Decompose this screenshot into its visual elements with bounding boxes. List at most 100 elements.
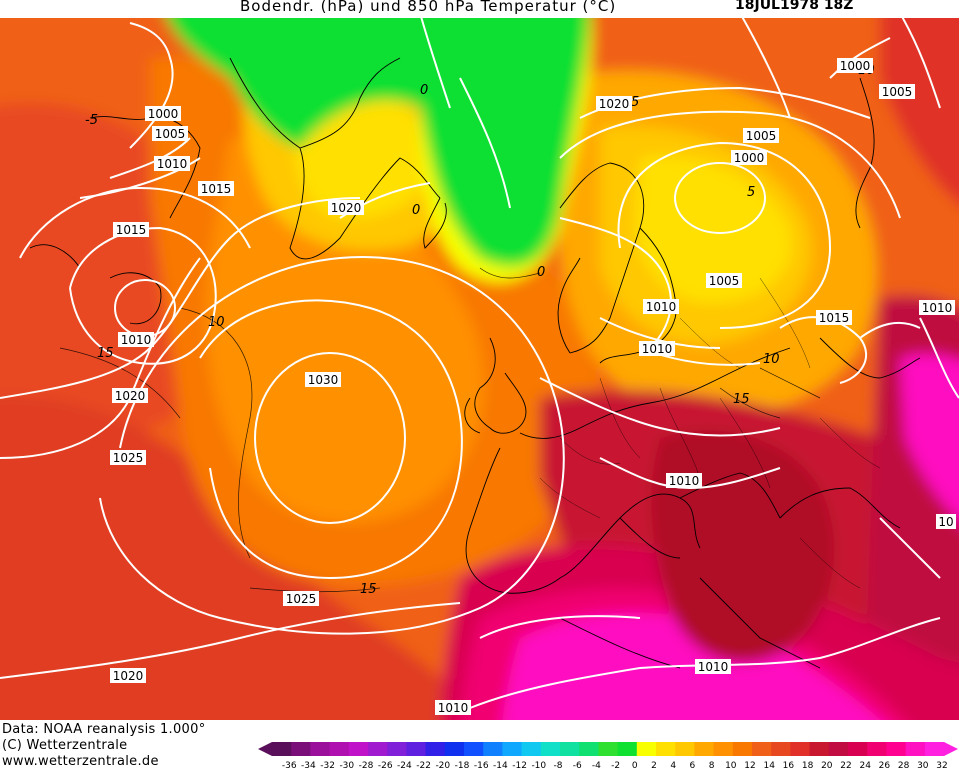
legend-swatch	[560, 742, 580, 756]
isobar-label-text: 1010	[121, 333, 152, 347]
map-title: Bodendr. (hPa) und 850 hPa Temperatur (°…	[240, 0, 617, 15]
legend-tick-label: 14	[763, 761, 775, 770]
legend-tick-label: -24	[397, 761, 412, 770]
isobar-label: 1000	[731, 150, 767, 165]
legend-tick-label: 20	[821, 761, 833, 770]
isobar-label: 1010	[666, 473, 702, 488]
legend-tick-label: 22	[840, 761, 851, 770]
legend-tick-label: -14	[493, 761, 508, 770]
legend-swatch	[540, 742, 561, 756]
isobar-label-text: 1000	[840, 59, 871, 73]
isobar-label: 1010	[639, 341, 675, 356]
isobar-label-text: 1025	[113, 451, 144, 465]
isobar-label: 1010	[695, 659, 731, 674]
legend-tick-label: 32	[936, 761, 947, 770]
isobar-label: 1000	[837, 58, 873, 73]
isobar-label-text: 1015	[116, 223, 147, 237]
legend-swatch	[694, 742, 715, 756]
isobar-label-text: 1000	[148, 107, 179, 121]
legend-swatch	[272, 742, 292, 756]
isobar-label: 1015	[816, 310, 852, 325]
legend-swatch	[713, 742, 734, 756]
isobar-label-text: 1025	[286, 592, 317, 606]
legend-tick-label: -8	[554, 761, 563, 770]
legend-tick-label: -16	[474, 761, 489, 770]
legend-tick-label: -22	[416, 761, 431, 770]
isotherm-label: 0	[537, 265, 545, 280]
legend-swatch	[368, 742, 388, 756]
legend-swatch	[521, 742, 542, 756]
legend-tick-label: 6	[690, 761, 696, 770]
temperature-labels: 10 15 15 0 0 0 5 5 -5 10 15 10	[85, 63, 875, 597]
legend-tick-label: 28	[898, 761, 910, 770]
legend-tick-label: 8	[709, 761, 715, 770]
isobar-label-text: 1015	[201, 182, 232, 196]
legend-swatch	[886, 742, 907, 756]
isobar-label-text: 1010	[438, 701, 469, 715]
isobar-label: 1010	[643, 299, 679, 314]
legend-tick-label: 12	[744, 761, 755, 770]
isobar-label: 1010	[118, 332, 154, 347]
legend-tick-label: 4	[670, 761, 676, 770]
isobar-label-text: 1010	[669, 474, 700, 488]
legend-swatch	[867, 742, 887, 756]
isobar-label: 1020	[112, 388, 148, 403]
isotherm-label: 5	[631, 95, 639, 110]
legend-swatch	[502, 742, 523, 756]
isotherm-label: 10	[208, 315, 225, 330]
website-url: www.wetterzentrale.de	[2, 754, 159, 769]
isobar-label: 1015	[113, 222, 149, 237]
legend-swatch	[444, 742, 465, 756]
legend-tick-label: -36	[282, 761, 297, 770]
isobar-label: 1005	[706, 273, 742, 288]
isobar-label-text: 1020	[331, 201, 362, 215]
isobar-label: 1025	[110, 450, 146, 465]
legend-swatch	[425, 742, 446, 756]
legend-swatch	[828, 742, 849, 756]
legend-swatch	[675, 742, 695, 756]
isobar-label: 1010	[154, 156, 190, 171]
map-title-bar: Bodendr. (hPa) und 850 hPa Temperatur (°…	[0, 0, 959, 18]
isobar-label: 1005	[152, 126, 188, 141]
isobar-label-text: 1015	[819, 311, 850, 325]
isobar-label-text: 1000	[734, 151, 765, 165]
legend-swatch	[579, 742, 599, 756]
isobar-label: 1020	[110, 668, 146, 683]
temperature-isotherms	[59, 267, 821, 593]
legend-swatch	[598, 742, 619, 756]
isotherm-label: 0	[412, 203, 420, 218]
legend-tick-label: 2	[651, 761, 657, 770]
temperature-field	[0, 18, 959, 720]
legend-swatch	[636, 742, 657, 756]
copyright: (C) Wetterzentrale	[2, 738, 128, 753]
legend-swatch	[464, 742, 484, 756]
legend-arrow-left	[258, 742, 272, 756]
isotherm-label: -5	[85, 113, 98, 128]
legend-swatch	[406, 742, 427, 756]
temperature-pressure-map: 10 15 15 0 0 0 5 5 -5 10 15 10 100010051…	[0, 18, 959, 720]
isobar-label-text: 1005	[709, 274, 740, 288]
isobar-label-text: 1010	[646, 300, 677, 314]
isobar-label: 1025	[283, 591, 319, 606]
pressure-labels: 1000100510101015101510101020102010301025…	[110, 58, 956, 715]
legend-tick-label: -12	[512, 761, 527, 770]
legend-swatch	[752, 742, 772, 756]
isotherm-label: 15	[97, 346, 114, 361]
map-date: 18JUL1978 18Z	[735, 0, 854, 13]
isobar-label-text: 1020	[115, 389, 146, 403]
legend-tick-label: -20	[435, 761, 450, 770]
legend-swatch	[905, 742, 926, 756]
isotherm-label: 15	[360, 582, 377, 597]
isobar-label-text: 1020	[113, 669, 144, 683]
isobar-label-text: 1030	[308, 373, 339, 387]
legend-swatch	[771, 742, 791, 756]
isotherm-label: 15	[733, 392, 750, 407]
isotherm-label: 10	[763, 352, 780, 367]
isobar-label-text: 1005	[155, 127, 186, 141]
isobar-label-text: 1005	[882, 85, 913, 99]
data-source: Data: NOAA reanalysis 1.000°	[2, 722, 206, 737]
legend-tick-label: 10	[725, 761, 737, 770]
legend-tick-label: 26	[879, 761, 891, 770]
legend-swatch	[732, 742, 753, 756]
isobar-label: 1015	[198, 181, 234, 196]
